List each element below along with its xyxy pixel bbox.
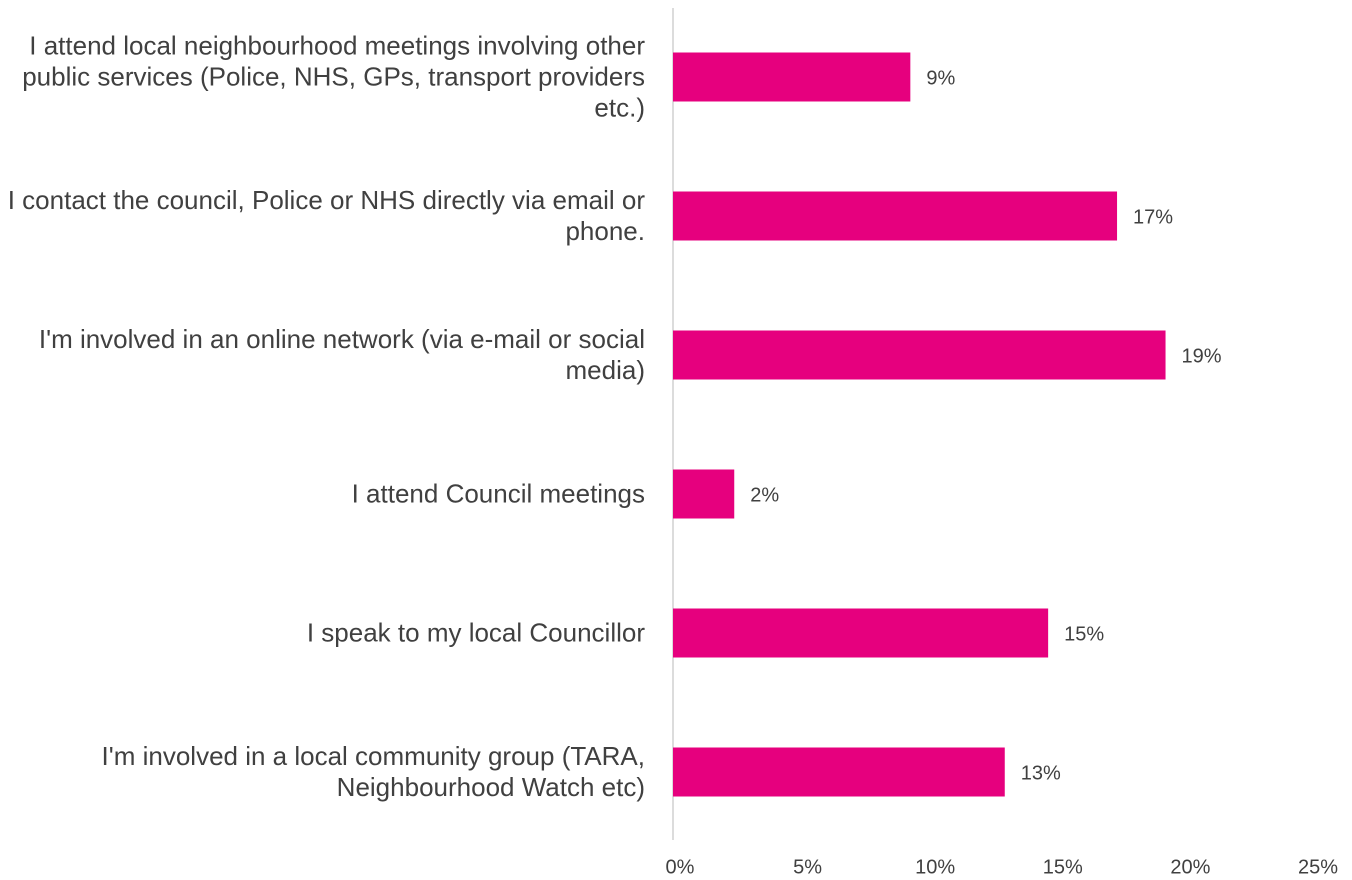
category-label: I attend local neighbourhood meetings in… — [22, 30, 645, 123]
x-tick-label: 15% — [1043, 856, 1083, 878]
data-label: 17% — [1133, 206, 1173, 228]
category-label: I speak to my local Councillor — [306, 617, 645, 648]
data-label: 15% — [1064, 623, 1104, 645]
x-tick-label: 20% — [1170, 856, 1210, 878]
bar — [673, 469, 735, 519]
bar — [673, 330, 1166, 380]
data-label: 13% — [1021, 762, 1061, 784]
bar — [673, 52, 911, 102]
data-label: 9% — [926, 67, 955, 89]
x-tick-label: 25% — [1298, 856, 1338, 878]
data-label: 2% — [750, 484, 779, 506]
bar — [673, 608, 1049, 658]
category-label: I'm involved in an online network (via e… — [38, 324, 645, 385]
bar — [673, 747, 1005, 797]
category-label: I contact the council, Police or NHS dir… — [7, 185, 645, 246]
category-label: I'm involved in a local community group … — [101, 741, 645, 802]
x-tick-label: 5% — [793, 856, 822, 878]
bar — [673, 191, 1118, 241]
category-label: I attend Council meetings — [351, 478, 645, 509]
x-tick-label: 0% — [666, 856, 695, 878]
data-label: 19% — [1182, 345, 1222, 367]
x-tick-label: 10% — [915, 856, 955, 878]
